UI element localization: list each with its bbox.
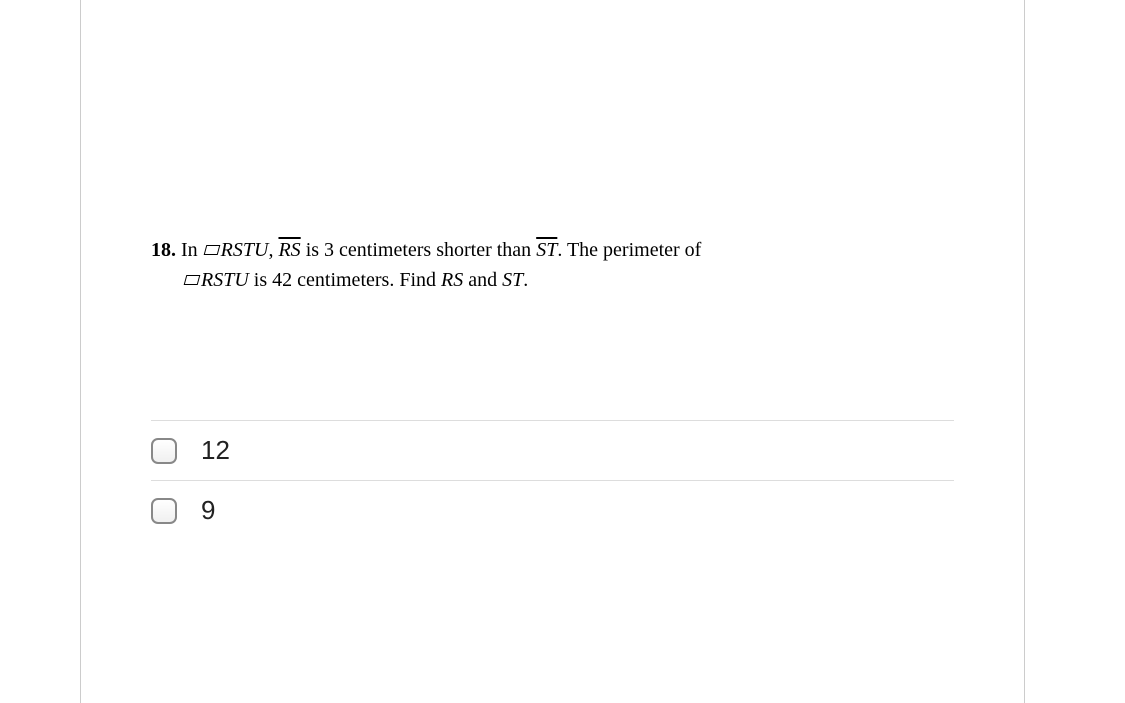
checkbox-option-1[interactable] xyxy=(151,438,177,464)
var-rs: RS xyxy=(441,269,463,291)
question-block: 18. In RSTU, RS is 3 centimeters shorter… xyxy=(81,0,1024,295)
answer-label: 12 xyxy=(201,435,230,466)
answer-row: 9 xyxy=(151,480,954,540)
shape-name-2: RSTU xyxy=(201,269,249,291)
and-text: and xyxy=(463,269,502,291)
question-prefix: In xyxy=(181,239,203,261)
checkbox-option-2[interactable] xyxy=(151,498,177,524)
var-st: ST xyxy=(502,269,523,291)
period: . xyxy=(523,269,528,291)
question-line2: RSTU is 42 centimeters. Find RS and ST. xyxy=(151,265,954,295)
shape-name-1: RSTU xyxy=(221,239,269,261)
segment-rs: RS xyxy=(278,239,300,261)
parallelogram-icon xyxy=(203,245,220,255)
question-number: 18. xyxy=(151,239,176,261)
page-container: 18. In RSTU, RS is 3 centimeters shorter… xyxy=(80,0,1025,703)
question-text: 18. In RSTU, RS is 3 centimeters shorter… xyxy=(151,235,954,295)
segment-st: ST xyxy=(536,239,557,261)
answers-block: 12 9 xyxy=(81,420,1024,540)
suffix-1: . The perimeter of xyxy=(557,239,701,261)
middle-text-1: is 3 centimeters shorter than xyxy=(301,239,537,261)
comma: , xyxy=(268,239,278,261)
answer-row: 12 xyxy=(151,420,954,480)
answer-label: 9 xyxy=(201,495,215,526)
line2-rest: is 42 centimeters. Find xyxy=(249,269,441,291)
parallelogram-icon-2 xyxy=(184,275,201,285)
